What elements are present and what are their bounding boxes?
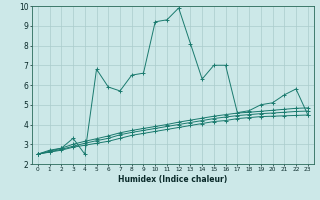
X-axis label: Humidex (Indice chaleur): Humidex (Indice chaleur)	[118, 175, 228, 184]
